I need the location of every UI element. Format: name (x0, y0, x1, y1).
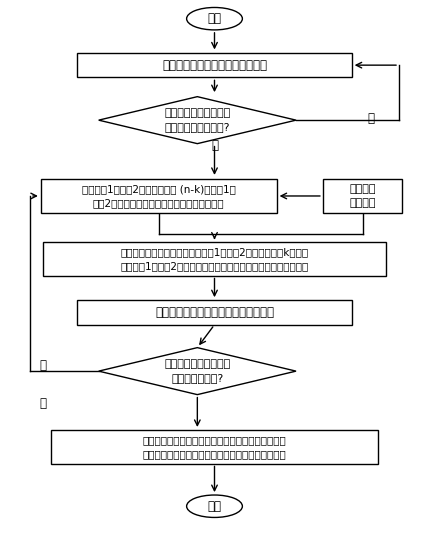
Text: 不同流量分配系统总运
行功率计算结束?: 不同流量分配系统总运 行功率计算结束? (164, 359, 230, 383)
Ellipse shape (187, 7, 242, 30)
FancyBboxPatch shape (51, 430, 378, 464)
Text: 计算整个并联梯级泵站系统总运行功率: 计算整个并联梯级泵站系统总运行功率 (155, 306, 274, 319)
Text: 是: 是 (368, 112, 375, 125)
FancyBboxPatch shape (77, 300, 352, 325)
Text: 离散输水线路交汇处控制节点水位: 离散输水线路交汇处控制节点水位 (162, 59, 267, 72)
FancyBboxPatch shape (41, 179, 277, 213)
Text: 计算控制节点处总流量，离散线路1或线路2流量，确定前k级泵站
系统线路1与线路2的最优流量分配、优化运行方案与系统运行功率: 计算控制节点处总流量，离散线路1或线路2流量，确定前k级泵站 系统线路1与线路2… (121, 247, 308, 271)
Text: 离散各级
泵站扬程: 离散各级 泵站扬程 (349, 184, 376, 208)
FancyBboxPatch shape (77, 53, 352, 77)
Polygon shape (99, 97, 296, 144)
Text: 结束: 结束 (208, 500, 221, 513)
Text: 开始: 开始 (208, 12, 221, 25)
Text: 控制节点不同水位系统
总运行功率计算结束?: 控制节点不同水位系统 总运行功率计算结束? (164, 108, 230, 132)
Text: 是: 是 (39, 397, 46, 410)
Ellipse shape (187, 495, 242, 517)
Text: 离散线路1或线路2流量，确定后 (n-k)级线路1、
线路2不同流量分配、优化运行方案与运行功率: 离散线路1或线路2流量，确定后 (n-k)级线路1、 线路2不同流量分配、优化运… (82, 184, 236, 208)
FancyBboxPatch shape (323, 179, 402, 213)
Text: 根据计算的控制节点不同水位时系统总运行功率，找
出最小值，其对应的运行方案即为系统优化运行方案: 根据计算的控制节点不同水位时系统总运行功率，找 出最小值，其对应的运行方案即为系… (142, 435, 287, 459)
FancyBboxPatch shape (43, 242, 386, 276)
Text: 否: 否 (39, 359, 46, 372)
Text: 否: 否 (211, 139, 218, 152)
Polygon shape (99, 348, 296, 395)
